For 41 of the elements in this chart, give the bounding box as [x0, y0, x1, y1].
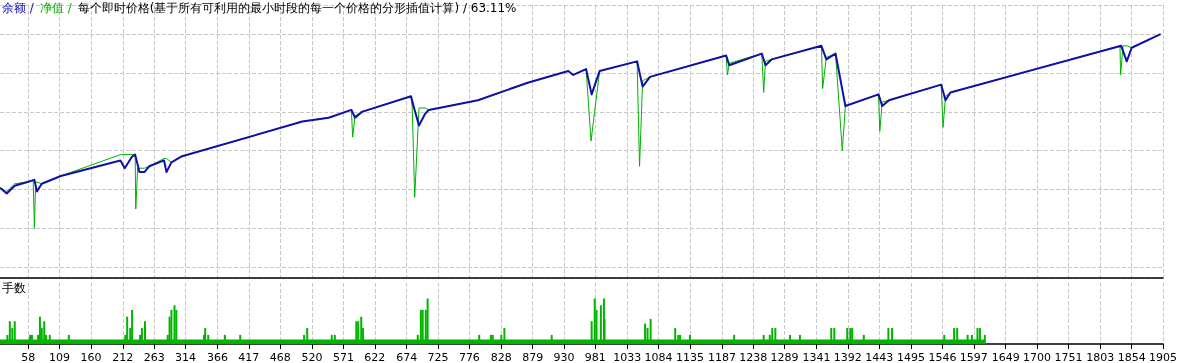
- x-tick-label: 468: [269, 351, 291, 363]
- x-tick-label: 1289: [770, 351, 799, 363]
- x-tick-label: 674: [396, 351, 418, 363]
- x-tick-label: 1084: [644, 351, 673, 363]
- x-tick-label: 725: [427, 351, 449, 363]
- x-tick-label: 1546: [928, 351, 957, 363]
- text: 净值 /: [39, 1, 73, 15]
- x-tick-label: 622: [364, 351, 386, 363]
- text: 余额 /: [2, 1, 35, 15]
- x-tick-label: 981: [584, 351, 606, 363]
- x-tick-label: 160: [80, 351, 102, 363]
- x-tick-label: 1700: [1023, 351, 1052, 363]
- x-tick-label: 828: [490, 351, 512, 363]
- x-tick-label: 1649: [991, 351, 1020, 363]
- x-tick-label: 1443: [865, 351, 894, 363]
- x-tick-label: 109: [49, 351, 71, 363]
- x-tick-label: 1135: [675, 351, 704, 363]
- x-tick-label: 1341: [802, 351, 831, 363]
- x-tick-label: 1495: [897, 351, 926, 363]
- chart-title: 每个即时价格(基于所有可利用的最小时段的每一个价格的分形插值计算) / 63.11%: [77, 1, 517, 15]
- x-tick-label: 212: [112, 351, 134, 363]
- x-tick-label: 1803: [1086, 351, 1115, 363]
- x-tick-label: 366: [206, 351, 228, 363]
- x-tick-label: 776: [458, 351, 480, 363]
- x-tick-label: 1597: [959, 351, 988, 363]
- x-tick-label: 571: [332, 351, 354, 363]
- x-tick-label: 1392: [833, 351, 862, 363]
- x-tick-label: 1238: [739, 351, 768, 363]
- x-tick-label: 1033: [613, 351, 642, 363]
- x-tick-label: 930: [553, 351, 575, 363]
- x-tick-label: 1187: [707, 351, 736, 363]
- x-tick-label: 520: [301, 351, 323, 363]
- x-tick-label: 1854: [1117, 351, 1146, 363]
- x-tick-label: 263: [143, 351, 165, 363]
- chart-title: 手数: [2, 281, 26, 295]
- x-tick-label: 1905: [1149, 351, 1177, 363]
- x-tick-label: 879: [522, 351, 544, 363]
- x-tick-label: 417: [238, 351, 260, 363]
- x-tick-label: 58: [21, 351, 36, 363]
- x-tick-label: 314: [175, 351, 197, 363]
- x-tick-label: 1751: [1054, 351, 1083, 363]
